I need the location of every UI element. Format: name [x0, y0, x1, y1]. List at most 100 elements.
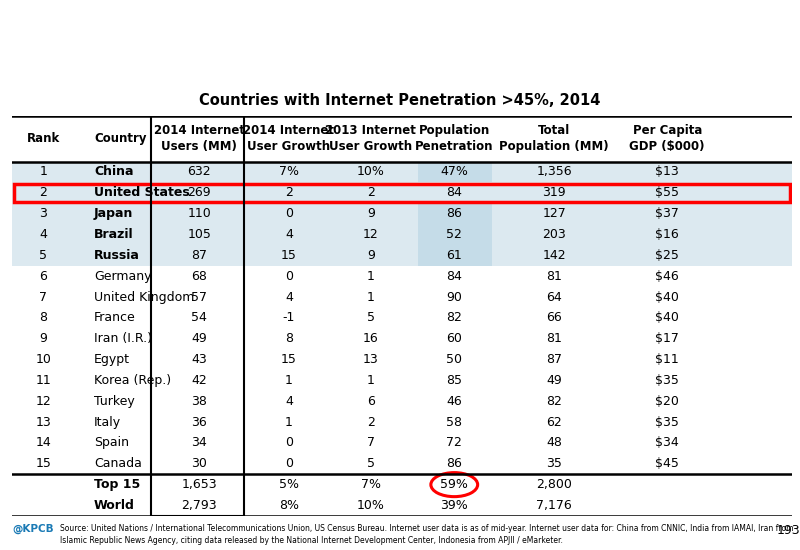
Text: 319: 319	[542, 186, 566, 199]
Text: 1: 1	[367, 270, 374, 283]
Text: 127: 127	[542, 207, 566, 220]
Text: 2013 Internet
User Growth: 2013 Internet User Growth	[326, 124, 416, 153]
Text: $13: $13	[655, 166, 679, 178]
Text: 49: 49	[546, 374, 562, 387]
Text: 2: 2	[367, 186, 374, 199]
Text: 1: 1	[285, 374, 293, 387]
Text: 39%: 39%	[440, 499, 468, 512]
Text: 10%: 10%	[357, 499, 385, 512]
Text: 7: 7	[366, 437, 374, 449]
Text: 43: 43	[191, 353, 207, 366]
Text: 105: 105	[187, 228, 211, 241]
Text: 2: 2	[285, 186, 293, 199]
Text: World: World	[94, 499, 134, 512]
Text: 1: 1	[367, 374, 374, 387]
Text: Italy: Italy	[94, 416, 121, 428]
Text: $45: $45	[655, 457, 679, 470]
Text: France: France	[94, 311, 136, 324]
Text: 52: 52	[446, 228, 462, 241]
Text: $35: $35	[655, 416, 679, 428]
Text: $35: $35	[655, 374, 679, 387]
Text: $11: $11	[655, 353, 679, 366]
Text: Germany: Germany	[94, 270, 151, 283]
Text: 4: 4	[39, 228, 47, 241]
Text: 60: 60	[446, 332, 462, 345]
Text: $40: $40	[655, 290, 679, 304]
Text: 84: 84	[446, 270, 462, 283]
Text: Top 15: Top 15	[94, 478, 140, 491]
Text: 64: 64	[546, 290, 562, 304]
Text: 9: 9	[39, 332, 47, 345]
Text: Canada: Canada	[94, 457, 142, 470]
Text: 81: 81	[546, 270, 562, 283]
Text: 13: 13	[35, 416, 51, 428]
Text: Established ‘Big’ Internet Markets (China / USA / Japan / Brazil / Russia) =
+6%: Established ‘Big’ Internet Markets (Chin…	[42, 21, 758, 57]
Text: Japan: Japan	[94, 207, 134, 220]
Text: 49: 49	[191, 332, 207, 345]
Text: 10%: 10%	[357, 166, 385, 178]
Text: $46: $46	[655, 270, 679, 283]
Text: Countries with Internet Penetration >45%, 2014: Countries with Internet Penetration >45%…	[199, 92, 601, 108]
Text: 2,800: 2,800	[536, 478, 572, 491]
Text: 7%: 7%	[279, 166, 299, 178]
Text: Iran (I.R.): Iran (I.R.)	[94, 332, 152, 345]
Text: 72: 72	[446, 437, 462, 449]
Text: 68: 68	[191, 270, 207, 283]
Text: 35: 35	[546, 457, 562, 470]
Text: 7: 7	[39, 290, 47, 304]
Text: Korea (Rep.): Korea (Rep.)	[94, 374, 171, 387]
Text: 15: 15	[281, 249, 297, 262]
Bar	[12, 224, 792, 245]
Text: 193: 193	[776, 524, 800, 537]
Text: $37: $37	[655, 207, 679, 220]
Text: 203: 203	[542, 228, 566, 241]
Text: $55: $55	[655, 186, 679, 199]
Text: 57: 57	[191, 290, 207, 304]
Bar	[418, 204, 492, 224]
Text: Country: Country	[94, 132, 146, 145]
Text: 46: 46	[446, 395, 462, 408]
Text: 1: 1	[285, 416, 293, 428]
Text: 2014 Internet
Users (MM): 2014 Internet Users (MM)	[154, 124, 245, 153]
Text: 5: 5	[366, 457, 374, 470]
Text: 62: 62	[546, 416, 562, 428]
Text: 82: 82	[546, 395, 562, 408]
Bar	[418, 224, 492, 245]
Text: 7%: 7%	[361, 478, 381, 491]
Text: Population
Penetration: Population Penetration	[415, 124, 494, 153]
Bar	[12, 245, 792, 266]
Text: 2: 2	[39, 186, 47, 199]
Bar	[12, 162, 792, 183]
Text: 1: 1	[367, 290, 374, 304]
Text: 87: 87	[191, 249, 207, 262]
Text: Turkey: Turkey	[94, 395, 134, 408]
Bar	[418, 162, 492, 183]
Text: 86: 86	[446, 457, 462, 470]
Text: 7,176: 7,176	[536, 499, 572, 512]
Text: 4: 4	[285, 395, 293, 408]
Text: Source: United Nations / International Telecommunications Union, US Census Burea: Source: United Nations / International T…	[60, 524, 794, 545]
Text: $25: $25	[655, 249, 679, 262]
Text: United States: United States	[94, 186, 190, 199]
Text: 8: 8	[285, 332, 293, 345]
Text: 85: 85	[446, 374, 462, 387]
Text: 42: 42	[191, 374, 207, 387]
Text: $34: $34	[655, 437, 679, 449]
Text: 8%: 8%	[279, 499, 299, 512]
Text: 54: 54	[191, 311, 207, 324]
Text: $17: $17	[655, 332, 679, 345]
Text: 82: 82	[446, 311, 462, 324]
Text: 47%: 47%	[440, 166, 468, 178]
Text: 1,356: 1,356	[536, 166, 572, 178]
Bar	[12, 204, 792, 224]
Text: 4: 4	[285, 290, 293, 304]
Text: 11: 11	[35, 374, 51, 387]
Text: 84: 84	[446, 186, 462, 199]
Text: 16: 16	[363, 332, 378, 345]
Text: Brazil: Brazil	[94, 228, 134, 241]
Text: 50: 50	[446, 353, 462, 366]
Text: 58: 58	[446, 416, 462, 428]
Text: 14: 14	[35, 437, 51, 449]
Text: 1,653: 1,653	[182, 478, 217, 491]
Text: 5%: 5%	[279, 478, 299, 491]
